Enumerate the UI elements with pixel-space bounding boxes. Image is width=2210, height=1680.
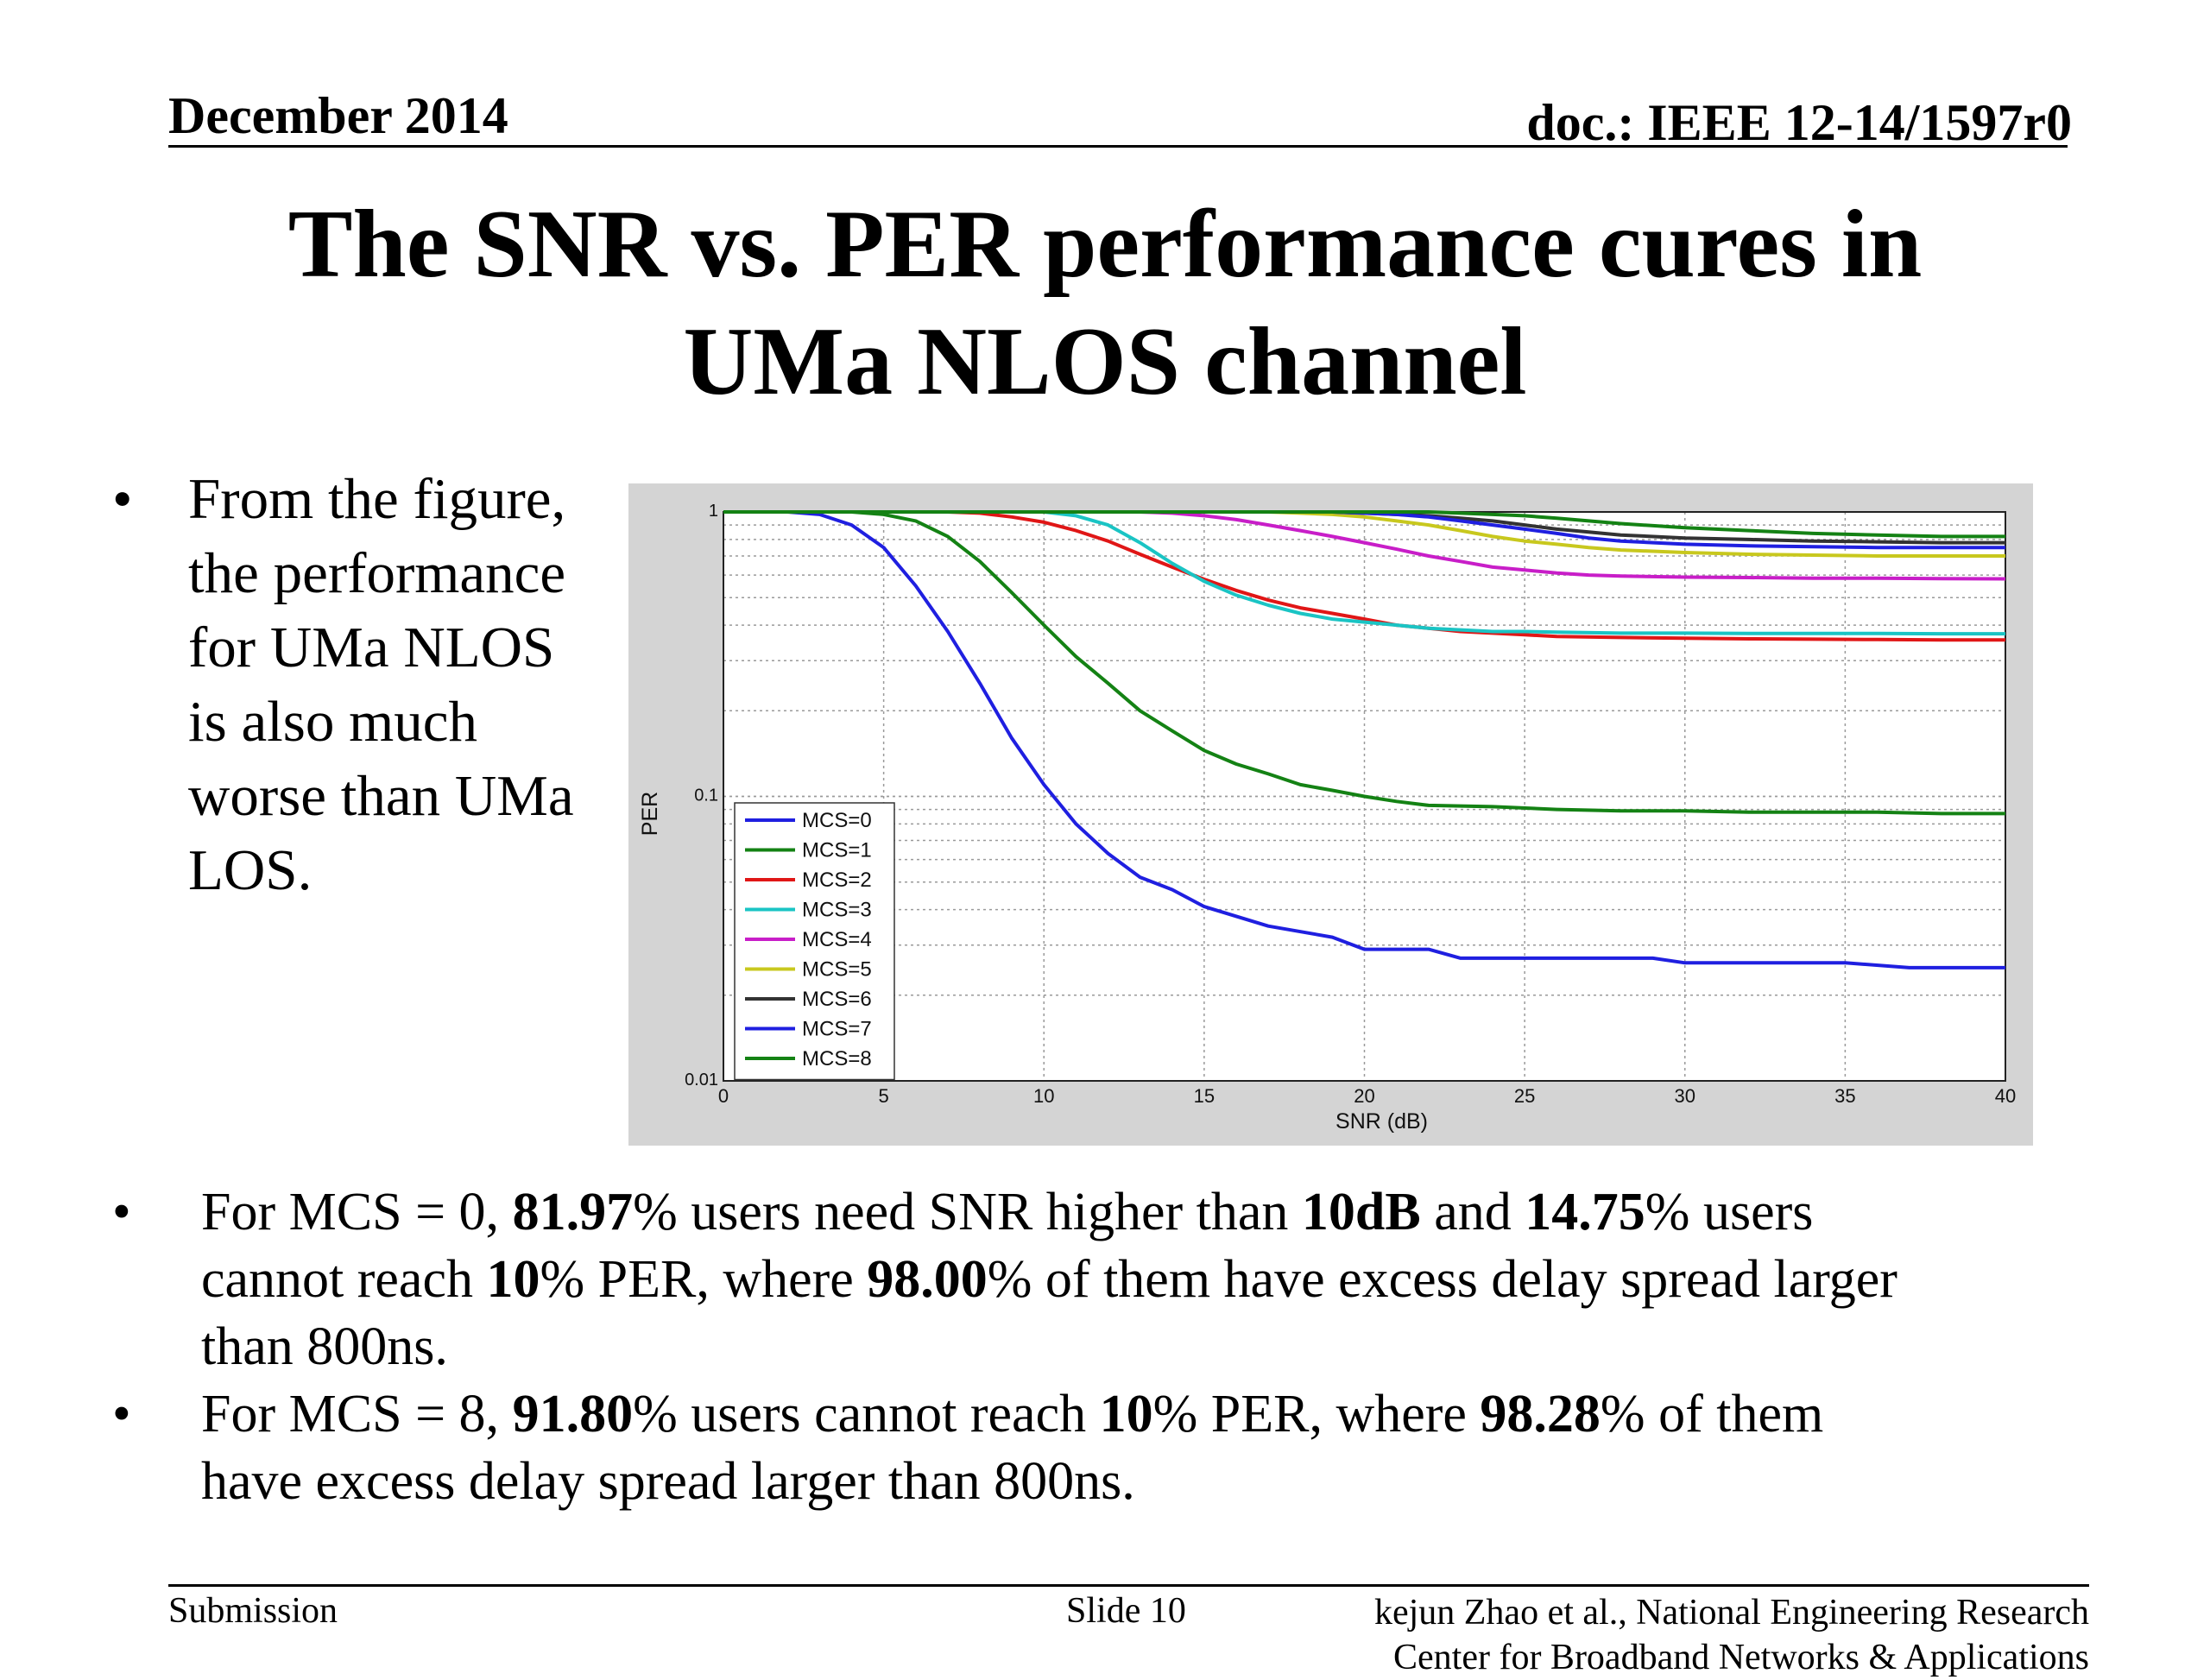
bullet-text-run: than 800ns. xyxy=(201,1317,448,1376)
y-tick-label: 0.01 xyxy=(685,1071,718,1089)
left-bullet-text: From the figure, the performance for UMa… xyxy=(188,462,723,907)
x-tick-label: 30 xyxy=(1675,1085,1695,1107)
x-tick-label: 0 xyxy=(718,1085,729,1107)
bullet-bold-value: 10 xyxy=(1099,1385,1153,1443)
footer-author-line-1: kejun Zhao et al., National Engineering … xyxy=(1373,1593,2089,1633)
bullet-text-run: % of them xyxy=(1600,1385,1824,1443)
series-line-mcs-2 xyxy=(723,510,2005,642)
legend-entry: MCS=2 xyxy=(802,868,872,892)
bullet-marker: • xyxy=(112,1183,131,1241)
legend-entry: MCS=8 xyxy=(802,1047,872,1071)
x-tick-label: 5 xyxy=(879,1085,889,1107)
bullet-bold-value: 98.28 xyxy=(1480,1385,1601,1443)
bullet-bold-value: 81.97 xyxy=(512,1183,634,1241)
left-bullet-line: LOS. xyxy=(188,838,313,902)
bullet-text-run: For MCS = 0, xyxy=(201,1183,513,1241)
y-tick-label: 0.1 xyxy=(694,786,718,805)
y-axis-label: PER xyxy=(638,792,662,836)
series-line-mcs-0 xyxy=(723,510,2005,969)
legend-entry: MCS=7 xyxy=(802,1018,872,1041)
bullet-text-run: have excess delay spread larger than 800… xyxy=(201,1452,1135,1511)
left-bullet-line: From the figure, xyxy=(188,467,566,531)
x-tick-label: 25 xyxy=(1514,1085,1535,1107)
slide-title: The SNR vs. PER performance cures in UMa… xyxy=(0,186,2210,420)
series-line-mcs-8 xyxy=(723,510,2005,539)
bullet-text-run: % users xyxy=(1645,1183,1814,1241)
series-line-mcs-4 xyxy=(723,510,2006,581)
footer-author: kejun Zhao et al., National Engineering … xyxy=(1374,1590,2089,1680)
bullet-text: For MCS = 0, 81.97% users need SNR highe… xyxy=(201,1178,2098,1380)
x-tick-label: 40 xyxy=(1995,1085,2016,1107)
bullet-bold-value: 98.00 xyxy=(867,1250,988,1309)
footer-rule xyxy=(168,1584,2089,1587)
legend-entry: MCS=6 xyxy=(802,988,872,1011)
bullet-text-run: % PER, where xyxy=(540,1250,868,1309)
x-tick-label: 35 xyxy=(1834,1085,1855,1107)
series-line-mcs-1 xyxy=(723,510,2005,816)
bullet-item: • For MCS = 0, 81.97% users need SNR hig… xyxy=(112,1178,2098,1380)
bullet-bold-value: 91.80 xyxy=(512,1385,634,1443)
per-chart-figure: 0 5 10 15 20 25 30 35 40 1 0.1 0.01 SNR (dB) PER MCS=0… xyxy=(628,483,2033,1146)
bullet-bold-value: 10dB xyxy=(1301,1183,1421,1241)
header-doc-id: doc.: IEEE 12-14/1597r0 xyxy=(1526,94,2072,151)
legend-entry: MCS=0 xyxy=(802,809,872,832)
bullet-bold-value: 14.75 xyxy=(1525,1183,1645,1241)
legend-entry: MCS=3 xyxy=(802,899,872,922)
x-tick-label: 15 xyxy=(1194,1085,1215,1107)
left-bullet-line: for UMa NLOS xyxy=(188,616,555,679)
bullet-text-run: cannot reach xyxy=(201,1250,487,1309)
x-tick-label: 10 xyxy=(1033,1085,1054,1107)
bullet-text-run: % PER, where xyxy=(1152,1385,1481,1443)
bullet-text-run: % users need SNR higher than xyxy=(633,1183,1302,1241)
bullet-marker: • xyxy=(112,467,133,531)
legend-entry: MCS=4 xyxy=(802,928,872,951)
bullet-text-run: % users cannot reach xyxy=(633,1385,1100,1443)
header-rule xyxy=(168,145,2068,148)
left-bullet-line: the performance xyxy=(188,541,566,605)
bullet-text-run: and xyxy=(1420,1183,1525,1241)
slide-title-line-2: UMa NLOS channel xyxy=(683,308,1527,415)
bullet-item: • For MCS = 8, 91.80% users cannot reach… xyxy=(112,1380,2098,1515)
bullet-text-run: For MCS = 8, xyxy=(201,1385,513,1443)
header-date: December 2014 xyxy=(168,87,508,144)
x-axis-label: SNR (dB) xyxy=(1335,1109,1428,1134)
per-chart: 0 5 10 15 20 25 30 35 40 1 0.1 0.01 SNR (dB) PER MCS=0… xyxy=(638,502,2016,1134)
x-tick-label: 20 xyxy=(1354,1085,1374,1107)
legend-entry: MCS=5 xyxy=(802,958,872,982)
left-bullet-line: is also much xyxy=(188,690,477,754)
bullet-marker: • xyxy=(112,1385,131,1443)
bullet-text-run: % of them have excess delay spread large… xyxy=(987,1250,1897,1309)
legend-entry: MCS=1 xyxy=(802,839,872,862)
footer-slide-number: Slide 10 xyxy=(1066,1591,1186,1631)
footer-author-line-2: Center for Broadband Networks & Applicat… xyxy=(1393,1638,2089,1677)
series-line-mcs-3 xyxy=(723,510,2005,636)
left-bullet-line: worse than UMa xyxy=(188,764,574,828)
y-tick-label: 1 xyxy=(709,502,718,521)
slide-title-line-1: The SNR vs. PER performance cures in xyxy=(287,191,1923,298)
bullet-bold-value: 10 xyxy=(486,1250,540,1309)
bottom-bullets: • For MCS = 0, 81.97% users need SNR hig… xyxy=(112,1178,2098,1515)
bullet-text: For MCS = 8, 91.80% users cannot reach 1… xyxy=(201,1380,2098,1515)
footer-submission: Submission xyxy=(168,1591,338,1631)
